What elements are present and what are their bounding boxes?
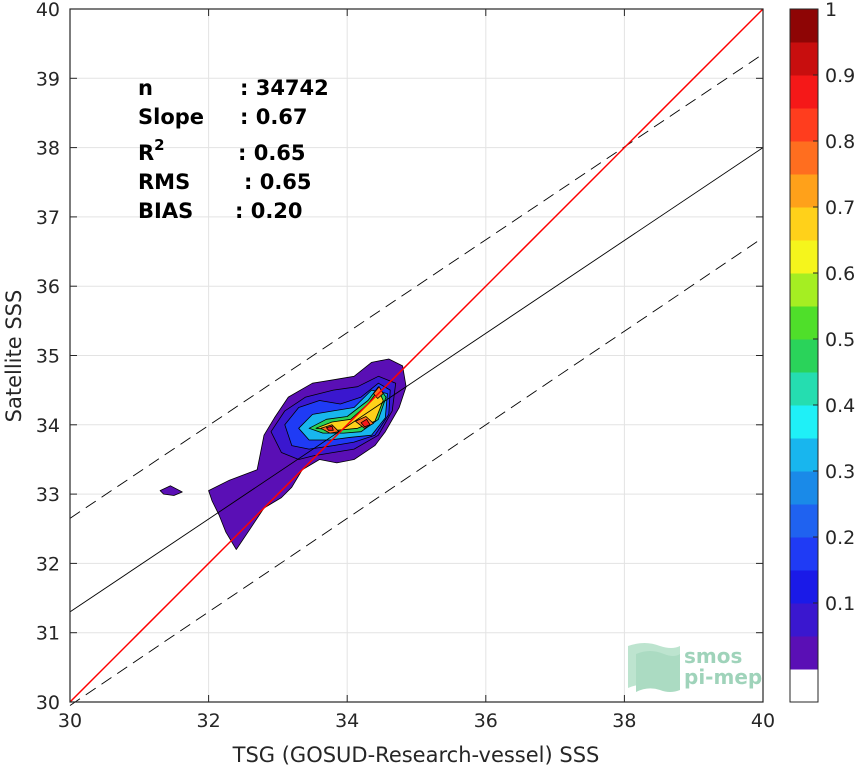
colorbar-band-17 bbox=[790, 108, 818, 142]
y-tick-label: 32 bbox=[36, 553, 60, 575]
y-tick-label: 34 bbox=[36, 415, 60, 437]
colorbar-band-20 bbox=[790, 9, 818, 43]
stat-value: : 34742 bbox=[240, 76, 329, 100]
colorbar-band-4 bbox=[790, 537, 818, 571]
colorbar-band-6 bbox=[790, 471, 818, 505]
y-tick-label: 36 bbox=[36, 276, 60, 298]
regression-line bbox=[69, 147, 764, 613]
identity-line bbox=[69, 8, 764, 703]
smos-pi-mep-logo: smos pi-mep bbox=[628, 643, 762, 692]
stat-value: : 0.20 bbox=[235, 199, 303, 223]
y-tick-label: 35 bbox=[36, 346, 60, 368]
y-tick-label: 38 bbox=[36, 138, 60, 160]
colorbar-band-2 bbox=[790, 603, 818, 637]
x-tick-label: 36 bbox=[474, 710, 498, 732]
colorbar-band-19 bbox=[790, 42, 818, 76]
colorbar-band-10 bbox=[790, 339, 818, 373]
logo-line-2: pi-mep bbox=[684, 665, 762, 689]
stat-label: RMS bbox=[138, 170, 190, 194]
x-tick-label: 40 bbox=[751, 710, 775, 732]
colorbar: 0.1 0.2 0.3 0.4 0.5 0.6 0.7 0.8 0.9 1 bbox=[789, 0, 855, 703]
colorbar-band-9 bbox=[790, 372, 818, 406]
colorbar-band-13 bbox=[790, 240, 818, 274]
colorbar-tick-label: 1 bbox=[825, 0, 837, 21]
density-contour-1 bbox=[159, 485, 183, 496]
colorbar-tick-label: 0.1 bbox=[825, 593, 855, 615]
colorbar-tick-label: 0.8 bbox=[825, 131, 855, 153]
density-contour-11 bbox=[325, 425, 334, 431]
regression-band-upper bbox=[69, 53, 764, 519]
y-tick-label: 37 bbox=[36, 207, 60, 229]
x-axis-label: TSG (GOSUD-Research-vessel) SSS bbox=[232, 743, 600, 767]
colorbar-band-14 bbox=[790, 207, 818, 241]
colorbar-band-3 bbox=[790, 570, 818, 604]
stat-label: n bbox=[138, 76, 153, 100]
regression-band-lower bbox=[69, 237, 764, 706]
colorbar-tick-label: 0.3 bbox=[825, 461, 855, 483]
y-tick-label: 40 bbox=[36, 0, 60, 21]
density-contours bbox=[159, 358, 407, 550]
x-tick-label: 32 bbox=[197, 710, 221, 732]
logo-waves-icon bbox=[628, 643, 680, 692]
stat-label: Slope bbox=[138, 105, 204, 129]
colorbar-band-0 bbox=[790, 669, 818, 703]
y-axis-label: Satellite SSS bbox=[2, 290, 26, 423]
colorbar-band-18 bbox=[790, 75, 818, 109]
colorbar-tick-label: 0.5 bbox=[825, 329, 855, 351]
colorbar-band-11 bbox=[790, 306, 818, 340]
stat-label: BIAS bbox=[138, 199, 193, 223]
y-tick-label: 33 bbox=[36, 484, 60, 506]
colorbar-tick-label: 0.7 bbox=[825, 197, 855, 219]
colorbar-band-5 bbox=[790, 504, 818, 538]
colorbar-tick-label: 0.4 bbox=[825, 395, 855, 417]
colorbar-band-15 bbox=[790, 174, 818, 208]
colorbar-tick-label: 0.6 bbox=[825, 263, 855, 285]
y-tick-label: 39 bbox=[36, 68, 60, 90]
statistics-panel: n : 34742 Slope : 0.67 R2 : 0.65 RMS : 0.65 BIAS… bbox=[138, 76, 329, 223]
y-tick-label: 31 bbox=[36, 623, 60, 645]
colorbar-band-1 bbox=[790, 636, 818, 670]
colorbar-band-7 bbox=[790, 438, 818, 472]
x-tick-label: 34 bbox=[335, 710, 359, 732]
colorbar-tick-label: 0.2 bbox=[825, 527, 855, 549]
colorbar-band-12 bbox=[790, 273, 818, 307]
y-tick-label: 30 bbox=[36, 692, 60, 714]
colorbar-frame bbox=[789, 8, 819, 703]
stat-value: : 0.67 bbox=[240, 105, 308, 129]
colorbar-band-8 bbox=[790, 405, 818, 439]
stat-value: : 0.65 bbox=[238, 141, 306, 165]
stat-value: : 0.65 bbox=[244, 170, 312, 194]
x-tick-label: 38 bbox=[612, 710, 636, 732]
colorbar-tick-label: 0.9 bbox=[825, 65, 855, 87]
density-contour-10 bbox=[360, 418, 371, 428]
stat-label: R2 bbox=[138, 136, 165, 165]
stat-label-superscript: 2 bbox=[154, 136, 164, 154]
reference-lines bbox=[69, 8, 764, 706]
logo-line-1: smos bbox=[684, 644, 742, 668]
axis-ticks: 30 32 34 36 38 40 30 31 32 33 34 35 36 37 38 39 40 bbox=[36, 0, 775, 732]
x-tick-label: 30 bbox=[58, 710, 82, 732]
colorbar-band-16 bbox=[790, 141, 818, 175]
